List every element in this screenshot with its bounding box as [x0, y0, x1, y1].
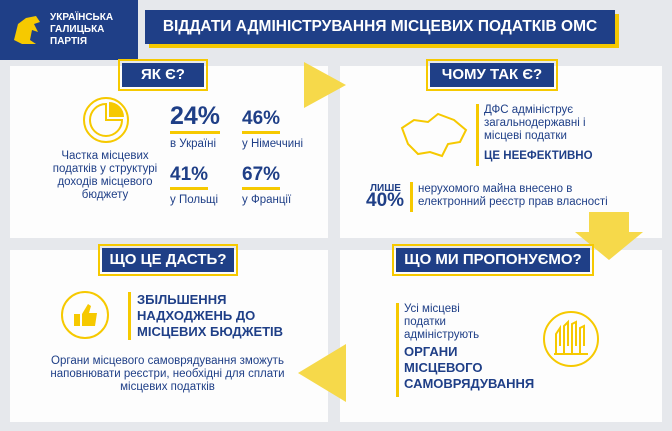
- accent-bar: [128, 292, 131, 340]
- panel: [10, 66, 328, 238]
- text: ДФС адмініструє загальнодержавні і місце…: [484, 104, 586, 142]
- stat-label: у Польщі: [170, 194, 219, 206]
- map-icon: [400, 112, 468, 158]
- arrow-down: [575, 212, 643, 260]
- emphasis: ЦЕ НЕЕФЕКТИВНО: [484, 150, 593, 162]
- stat-value: 40%: [366, 190, 405, 211]
- stat-label: в Україні: [170, 138, 217, 150]
- section-heading: ЯК Є?: [118, 59, 208, 91]
- stat-value: 41%: [170, 164, 209, 190]
- stat-prefix: ЛИШЕ: [370, 183, 401, 194]
- stat-value: 46%: [242, 108, 281, 134]
- stat-text: нерухомого майна внесено в електронний р…: [418, 183, 608, 208]
- text: Органи місцевого самоврядування зможуть …: [50, 355, 285, 393]
- title: ВІДДАТИ АДМІНІСТРУВАННЯ МІСЦЕВИХ ПОДАТКІ…: [145, 10, 615, 44]
- party-name: УКРАЇНСЬКА ГАЛИЦЬКА ПАРТІЯ: [50, 12, 114, 47]
- pie-icon: [83, 97, 129, 143]
- logo-icon: [14, 16, 40, 44]
- caption: Частка місцевих податків у структурі дох…: [52, 150, 158, 201]
- stat-value: 24%: [170, 102, 221, 134]
- emphasis: ЗБІЛЬШЕННЯ НАДХОДЖЕНЬ ДО МІСЦЕВИХ БЮДЖЕТ…: [137, 292, 284, 339]
- section-heading: ЩО МИ ПРОПОНУЄМО?: [392, 244, 594, 276]
- stat-label: у Франції: [242, 194, 292, 206]
- panel: [10, 250, 328, 422]
- accent-bar: [410, 182, 413, 212]
- stat-label: у Німеччині: [242, 138, 304, 150]
- accent-bar: [476, 104, 479, 166]
- accent-bar: [396, 303, 399, 397]
- section-heading: ЧОМУ ТАК Є?: [426, 59, 558, 91]
- arrow-left: [298, 344, 346, 402]
- panel: [340, 66, 662, 238]
- hands-icon: [543, 311, 599, 367]
- logo-box: УКРАЇНСЬКА ГАЛИЦЬКА ПАРТІЯ: [0, 0, 138, 60]
- thumb-icon: [61, 291, 109, 339]
- emphasis: ОРГАНИ МІСЦЕВОГО САМОВРЯДУВАННЯ: [404, 344, 535, 391]
- arrow-right: [304, 62, 346, 108]
- stat-value: 67%: [242, 164, 281, 190]
- section-heading: ЩО ЦЕ ДАСТЬ?: [98, 244, 238, 276]
- text: Усі місцеві податки адмініструють: [404, 303, 480, 341]
- panel: [340, 250, 662, 422]
